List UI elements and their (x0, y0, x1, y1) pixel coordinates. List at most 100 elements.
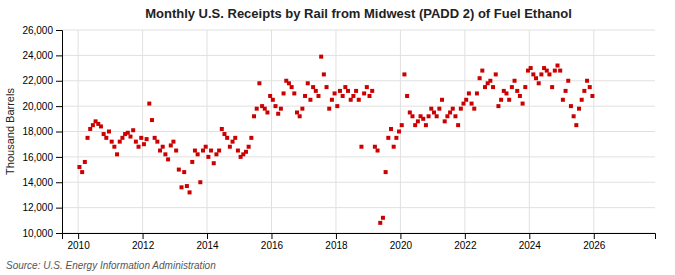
point (488, 79, 492, 83)
point (198, 180, 202, 184)
point (362, 91, 366, 95)
point (547, 72, 551, 76)
point (265, 110, 269, 114)
point (83, 160, 87, 164)
tick: 2014 (196, 233, 219, 251)
point (311, 85, 315, 89)
point (279, 107, 283, 111)
grid-line (335, 30, 336, 233)
point (373, 145, 377, 149)
point (518, 94, 522, 98)
grid-line (78, 30, 79, 233)
point (435, 114, 439, 118)
point (590, 94, 594, 98)
point (169, 143, 173, 147)
tick: 26,000 (22, 25, 62, 36)
point (257, 81, 261, 85)
tick-mark (56, 30, 62, 31)
point (292, 91, 296, 95)
point (451, 107, 455, 111)
tick-label: 2014 (196, 240, 219, 251)
point (574, 123, 578, 127)
grid-line (142, 30, 143, 233)
tick-label: 2010 (67, 240, 90, 251)
point (185, 184, 189, 188)
tick-label: 16,000 (22, 152, 53, 163)
tick-label: 22,000 (22, 75, 53, 86)
tick-label: 2020 (390, 240, 413, 251)
tick-label: 20,000 (22, 101, 53, 112)
point (80, 170, 84, 174)
point (209, 149, 213, 153)
tick-mark (56, 55, 62, 56)
axis-line (56, 31, 63, 234)
point (475, 91, 479, 95)
point (529, 66, 533, 70)
point (585, 79, 589, 83)
point (214, 152, 218, 156)
point (480, 69, 484, 73)
tick-label: 10,000 (22, 228, 53, 239)
tick-mark (56, 106, 62, 107)
tick-mark (56, 81, 62, 82)
point (494, 72, 498, 76)
point (217, 149, 221, 153)
point (405, 94, 409, 98)
tick-label: 26,000 (22, 25, 53, 36)
point (413, 123, 417, 127)
title: Monthly U.S. Receipts by Rail from Midwe… (145, 6, 572, 21)
chart: 20102012201420162018202020222024202610,0… (0, 0, 675, 275)
tick-label: 2024 (519, 240, 542, 251)
point (163, 152, 167, 156)
point (137, 145, 141, 149)
point (556, 64, 560, 68)
point (322, 72, 326, 76)
point (327, 107, 331, 111)
point (150, 118, 154, 122)
tick: 2012 (132, 233, 155, 251)
point (515, 89, 519, 93)
tick: 2024 (519, 233, 542, 251)
point (233, 136, 237, 140)
y-axis-title: Thousand Barrels (4, 88, 16, 175)
tick-mark (143, 233, 144, 239)
point (572, 114, 576, 118)
point (115, 152, 119, 156)
point (346, 89, 350, 93)
point (580, 98, 584, 102)
point (158, 149, 162, 153)
tick-mark (207, 233, 208, 239)
point (378, 221, 382, 225)
chart-container: 20102012201420162018202020222024202610,0… (0, 0, 675, 275)
point (343, 85, 347, 89)
point (392, 145, 396, 149)
point (577, 107, 581, 111)
point (464, 98, 468, 102)
point (507, 98, 511, 102)
grid-line (593, 30, 594, 233)
tick: 12,000 (22, 202, 62, 213)
point (534, 76, 538, 80)
point (448, 110, 452, 114)
tick-mark (56, 182, 62, 183)
point (153, 136, 157, 140)
tick: 2020 (390, 233, 413, 251)
point (303, 94, 307, 98)
grid-line (62, 207, 655, 208)
point (196, 152, 200, 156)
point (513, 79, 517, 83)
point (467, 91, 471, 95)
tick: 2026 (583, 233, 606, 251)
point (306, 81, 310, 85)
point (88, 127, 92, 131)
point (384, 170, 388, 174)
point (368, 94, 372, 98)
grid-line (529, 30, 530, 233)
point (381, 216, 385, 220)
point (287, 81, 291, 85)
point (539, 72, 543, 76)
point (166, 157, 170, 161)
point (177, 168, 181, 172)
grid-line (464, 30, 465, 233)
point (112, 145, 116, 149)
